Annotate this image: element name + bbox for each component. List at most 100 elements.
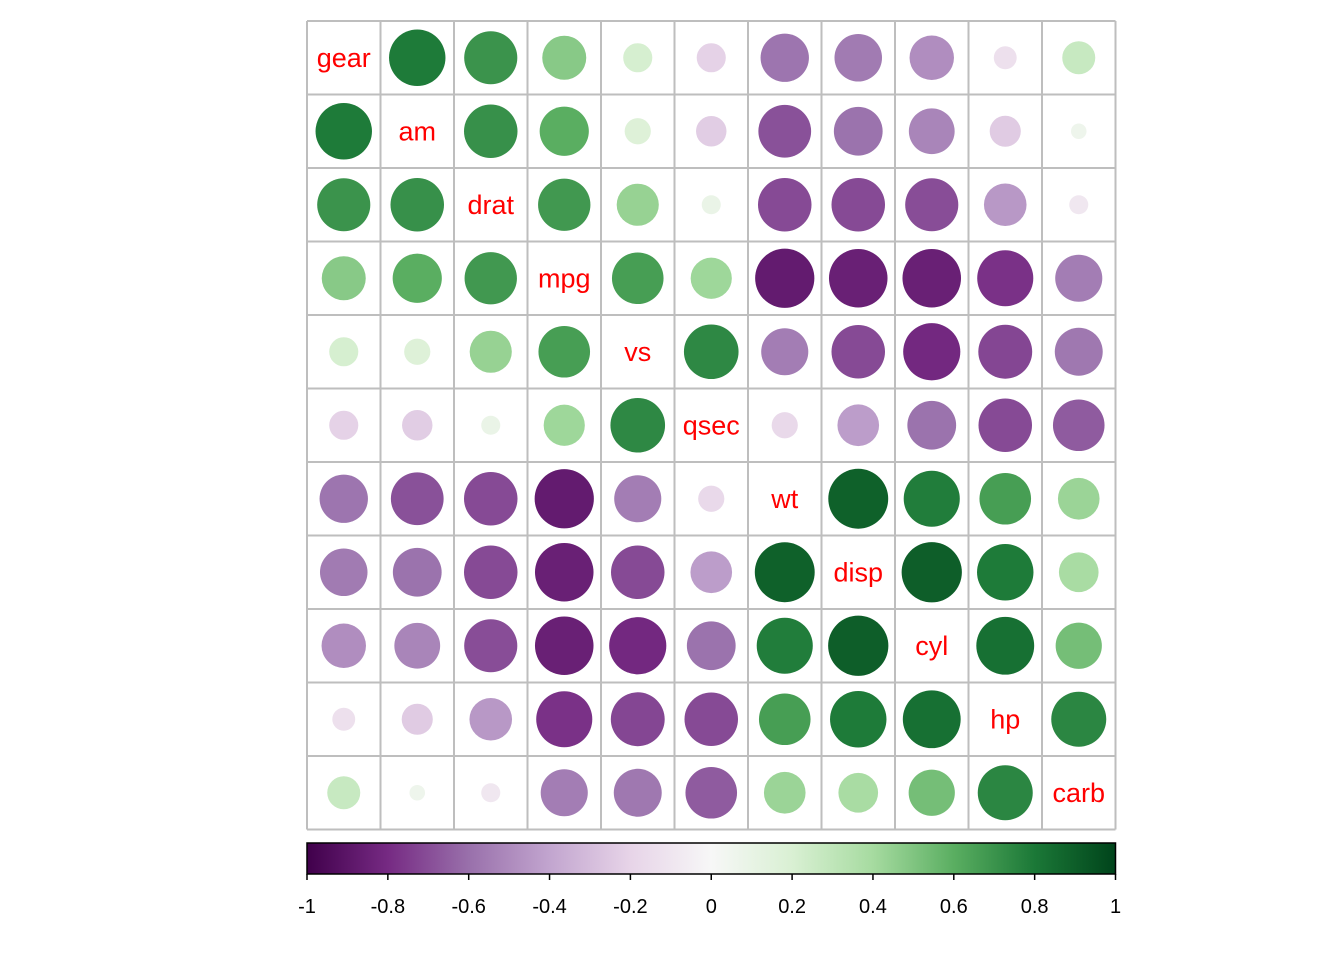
- corr-circle-drat-gear: [317, 178, 371, 232]
- corr-circle-wt-disp: [828, 468, 889, 529]
- colorbar-tick-label: 1: [1110, 896, 1121, 918]
- corr-circle-hp-drat: [469, 697, 513, 741]
- corr-circle-drat-carb: [1069, 195, 1089, 215]
- corr-circle-am-drat: [464, 104, 518, 158]
- corr-circle-carb-qsec: [685, 766, 738, 819]
- corr-circle-gear-hp: [993, 46, 1017, 70]
- corr-circle-cyl-vs: [609, 617, 667, 675]
- corr-circle-hp-disp: [830, 691, 887, 748]
- corr-circle-mpg-hp: [977, 250, 1034, 307]
- corr-circle-qsec-carb: [1052, 399, 1105, 452]
- corr-circle-disp-am: [392, 547, 442, 597]
- variable-label-mpg: mpg: [538, 263, 591, 293]
- variable-label-vs: vs: [624, 337, 651, 367]
- corr-circle-hp-gear: [332, 707, 356, 731]
- variable-label-carb: carb: [1052, 778, 1105, 808]
- corr-circle-mpg-gear: [321, 256, 366, 301]
- colorbar-gradient: [306, 842, 1117, 875]
- corr-circle-gear-mpg: [542, 35, 587, 80]
- corr-circle-vs-disp: [831, 325, 885, 379]
- corr-circle-am-disp: [833, 106, 883, 156]
- corr-circle-gear-drat: [464, 31, 518, 85]
- corr-circle-carb-drat: [481, 783, 501, 803]
- corr-circle-wt-qsec: [698, 485, 725, 512]
- colorbar-tick-label: -0.2: [613, 896, 647, 918]
- corr-circle-am-gear: [315, 103, 372, 160]
- corr-circle-drat-qsec: [701, 195, 721, 215]
- corr-circle-drat-mpg: [538, 178, 591, 231]
- corr-circle-wt-vs: [614, 475, 662, 523]
- corr-circle-drat-am: [390, 178, 444, 232]
- corr-circle-disp-gear: [319, 548, 368, 597]
- corr-circle-gear-carb: [1062, 41, 1096, 75]
- corr-circle-carb-hp: [977, 765, 1033, 821]
- corr-circle-drat-disp: [831, 178, 885, 232]
- colorbar-tick-label: -1: [298, 896, 316, 918]
- corr-circle-hp-vs: [610, 692, 665, 747]
- corr-circle-disp-vs: [611, 545, 665, 599]
- corr-circle-gear-vs: [623, 43, 653, 73]
- variable-label-qsec: qsec: [683, 410, 740, 440]
- corr-circle-gear-disp: [834, 33, 883, 82]
- corr-circle-am-qsec: [696, 116, 727, 147]
- colorbar: -1 -0.8 -0.6 -0.4 -0.2 0 0.2 0.4 0.6 0.8 1: [298, 842, 1121, 918]
- corr-circle-carb-cyl: [908, 769, 955, 816]
- corr-circle-disp-qsec: [690, 551, 733, 594]
- corr-circle-mpg-vs: [611, 252, 664, 305]
- corr-circle-gear-wt: [760, 33, 809, 82]
- corr-circle-cyl-drat: [464, 619, 518, 673]
- colorbar-tick-label: 0: [706, 896, 717, 918]
- corr-circle-carb-mpg: [540, 769, 588, 817]
- corr-circle-qsec-wt: [771, 412, 798, 439]
- corr-circle-am-cyl: [908, 108, 955, 155]
- colorbar-tick-label: -0.8: [371, 896, 405, 918]
- corr-circle-cyl-hp: [976, 616, 1035, 675]
- corr-circle-disp-hp: [977, 544, 1034, 601]
- corr-circle-hp-qsec: [684, 692, 738, 746]
- corr-circle-carb-gear: [327, 776, 361, 810]
- corr-circle-vs-drat: [469, 330, 512, 373]
- corr-circle-carb-disp: [838, 772, 879, 813]
- corr-circle-vs-cyl: [903, 323, 961, 381]
- corr-circle-qsec-disp: [837, 404, 880, 447]
- corr-circle-gear-qsec: [696, 43, 726, 73]
- corr-circle-am-mpg: [539, 106, 589, 156]
- corr-circle-mpg-carb: [1055, 254, 1103, 302]
- corr-circle-am-vs: [624, 118, 651, 145]
- corr-circle-carb-am: [409, 784, 426, 801]
- corr-circle-vs-mpg: [538, 325, 591, 378]
- corr-circle-disp-drat: [464, 545, 518, 599]
- corr-circle-wt-cyl: [903, 470, 960, 527]
- colorbar-tick-label: -0.4: [532, 896, 566, 918]
- corr-circle-cyl-gear: [321, 623, 366, 668]
- corr-circle-mpg-cyl: [902, 248, 962, 308]
- corr-circle-mpg-am: [392, 253, 442, 303]
- corr-circle-hp-carb: [1051, 691, 1107, 747]
- corr-circle-qsec-vs: [610, 397, 666, 453]
- corr-circle-am-wt: [758, 104, 812, 158]
- variable-label-am: am: [398, 116, 436, 146]
- corr-circle-carb-vs: [613, 768, 662, 817]
- corr-circle-vs-wt: [761, 328, 809, 376]
- corr-circle-am-carb: [1070, 123, 1087, 140]
- corr-circle-cyl-qsec: [686, 621, 736, 671]
- corr-circle-qsec-hp: [978, 398, 1032, 452]
- corr-circle-hp-am: [401, 703, 433, 735]
- corr-circle-carb-wt: [763, 771, 806, 814]
- corr-circle-vs-gear: [329, 337, 359, 367]
- corr-circle-cyl-wt: [756, 617, 813, 674]
- corr-circle-disp-cyl: [901, 542, 962, 603]
- corr-circle-cyl-am: [394, 622, 441, 669]
- variable-label-wt: wt: [770, 484, 798, 514]
- corr-circle-wt-carb: [1057, 477, 1100, 520]
- variable-label-drat: drat: [467, 190, 514, 220]
- corr-circle-cyl-carb: [1055, 622, 1102, 669]
- colorbar-tick-label: 0.2: [778, 896, 806, 918]
- corr-circle-disp-mpg: [534, 542, 594, 602]
- corr-circle-drat-wt: [758, 178, 812, 232]
- corr-circle-vs-am: [404, 338, 431, 365]
- corr-circle-hp-wt: [758, 693, 811, 746]
- corr-circle-qsec-cyl: [907, 400, 957, 450]
- corr-circle-vs-carb: [1054, 327, 1103, 376]
- corr-circle-drat-vs: [616, 183, 659, 226]
